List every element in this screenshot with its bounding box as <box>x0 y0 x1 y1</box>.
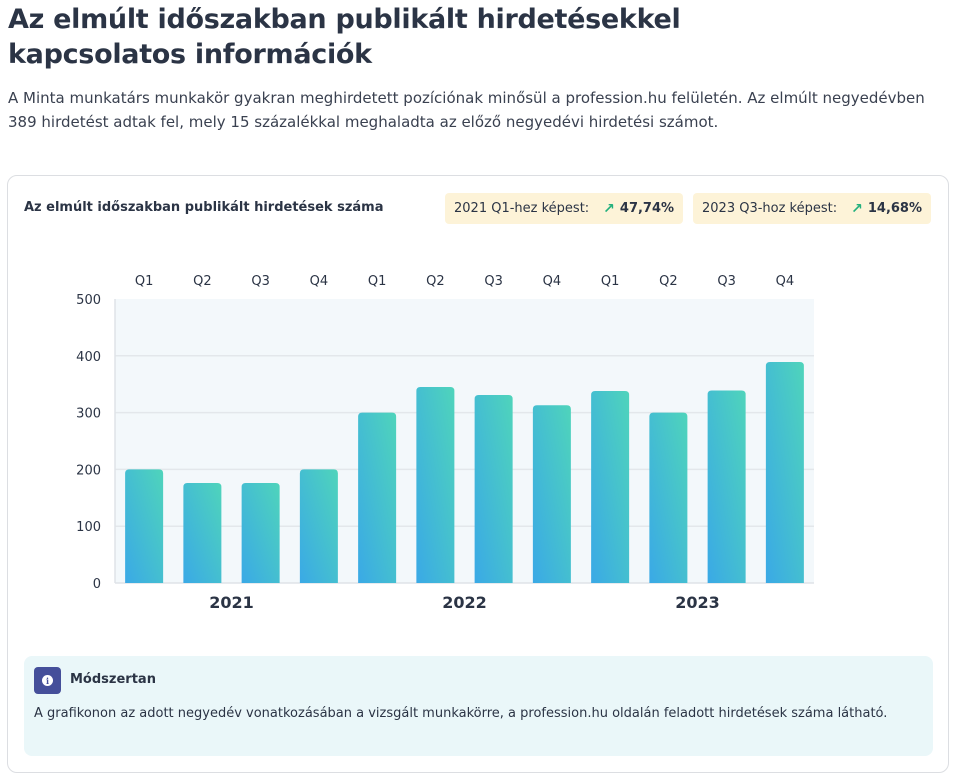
badge-label: 2021 Q1-hez képest: <box>454 201 590 216</box>
bar <box>591 391 630 583</box>
y-tick-label: 100 <box>76 520 101 535</box>
x-group-label: 2023 <box>675 593 720 612</box>
x-category-label: Q3 <box>717 274 736 289</box>
bar <box>125 469 164 583</box>
y-tick-label: 500 <box>76 293 101 308</box>
y-tick-label: 0 <box>93 577 101 592</box>
methodology-box: i Módszertan A grafikonon az adott negye… <box>24 656 933 756</box>
page-title: Az elmúlt időszakban publikált hirdetése… <box>8 4 681 70</box>
bar <box>241 483 280 583</box>
x-category-label: Q4 <box>543 274 562 289</box>
x-category-label: Q2 <box>426 274 445 289</box>
x-category-label: Q1 <box>135 274 154 289</box>
methodology-text: A grafikonon az adott negyedév vonatkozá… <box>34 706 888 721</box>
methodology-title: Módszertan <box>70 672 156 687</box>
x-group-label: 2021 <box>209 593 254 612</box>
bar-chart: 0 100 200 300 400 500 Q1 Q2 Q3 Q4 Q1 Q2 Q3 Q4 Q1 Q2 Q3 Q4… <box>76 274 814 612</box>
comparison-badge-2021-q1: 2021 Q1-hez képest: ↗ 47,74% <box>445 193 684 224</box>
plot-background <box>115 299 814 583</box>
badge-value: 47,74% <box>619 201 675 216</box>
chart-title: Az elmúlt időszakban publikált hirdetése… <box>24 200 384 215</box>
chart-card: Az elmúlt időszakban publikált hirdetése… <box>7 175 949 773</box>
info-icon: i <box>34 667 61 694</box>
comparison-badge-2023-q3: 2023 Q3-hoz képest: ↗ 14,68% <box>693 193 932 224</box>
y-tick-label: 300 <box>76 407 101 422</box>
x-category-label: Q1 <box>601 274 620 289</box>
y-tick-label: 200 <box>76 463 101 478</box>
x-category-label: Q1 <box>368 274 387 289</box>
badge-label: 2023 Q3-hoz képest: <box>702 201 838 216</box>
bar <box>299 469 338 583</box>
bar <box>707 390 746 583</box>
bar <box>183 483 222 583</box>
trend-up-arrow-icon: ↗ <box>851 200 863 217</box>
badge-value: 14,68% <box>867 201 923 216</box>
x-category-label: Q3 <box>484 274 503 289</box>
x-category-label: Q4 <box>776 274 795 289</box>
x-category-label: Q2 <box>193 274 212 289</box>
bar <box>474 394 513 583</box>
y-tick-label: 400 <box>76 350 101 365</box>
bar <box>358 412 397 583</box>
x-group-label: 2022 <box>442 593 487 612</box>
trend-up-arrow-icon: ↗ <box>603 200 615 217</box>
bar <box>532 405 571 583</box>
intro-paragraph: A Minta munkatárs munkakör gyakran meghi… <box>8 89 925 131</box>
bar <box>649 412 688 583</box>
x-category-label: Q2 <box>659 274 678 289</box>
bar <box>765 362 804 583</box>
x-category-label: Q3 <box>251 274 270 289</box>
x-category-label: Q4 <box>310 274 329 289</box>
bar <box>416 387 455 583</box>
